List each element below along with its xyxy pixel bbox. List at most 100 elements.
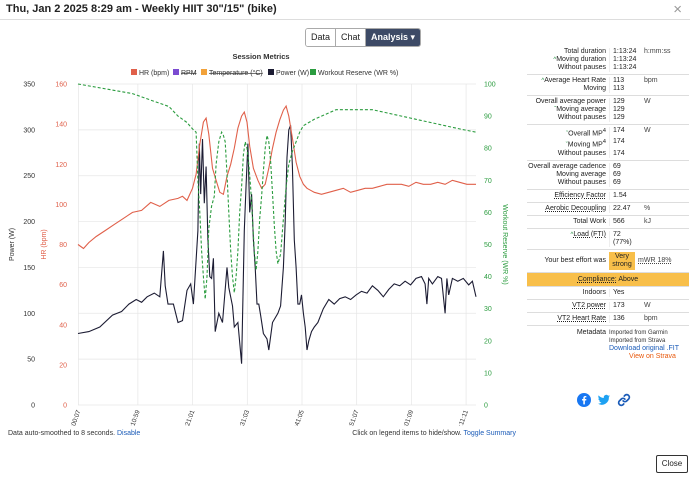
power-tick-label: 200 — [23, 219, 35, 226]
load-pct: (77%) — [609, 238, 641, 247]
wr-tick-label: 60 — [484, 210, 492, 217]
chevron-down-icon[interactable]: ˇ — [554, 107, 557, 113]
mwr-value[interactable]: mWR 18% — [638, 257, 672, 265]
chevron-down-icon[interactable]: ˇ — [566, 131, 569, 138]
moving-mp-label: Moving MP — [567, 141, 603, 149]
wr-tick-label: 50 — [484, 242, 492, 249]
wr-tick-label: 10 — [484, 370, 492, 377]
wr-tick-label: 30 — [484, 306, 492, 313]
hr-axis-title: HR (bpm) — [41, 229, 48, 259]
power-axis-title: Power (W) — [9, 228, 16, 261]
compliance-banner: Compliance: Above — [527, 272, 689, 287]
chevron-down-icon[interactable]: ˇ — [565, 142, 568, 149]
compliance-label[interactable]: Compliance: — [577, 275, 617, 283]
legend-item[interactable]: HR (bpm) — [131, 69, 169, 77]
compliance-value: Above — [618, 275, 639, 283]
tab-chat[interactable]: Chat — [336, 29, 367, 46]
effort-badge-line2: strong — [612, 260, 632, 268]
indoors-value: Yes — [609, 288, 641, 297]
hr-tick-label: 140 — [55, 122, 67, 129]
hr-group: ^Average Heart Rate 113 bpm Moving 113 — [527, 75, 689, 96]
legend-item[interactable]: Workout Reserve (WR %) — [310, 69, 398, 77]
best-effort-label: Your best effort was — [544, 257, 606, 265]
effort-badge: Very strong — [609, 251, 635, 270]
power-tick-label: 300 — [23, 127, 35, 134]
summary-panel: Total duration 1:13:24 h:mm:ss ^Moving dur… — [527, 46, 689, 364]
x-tick-label: 0:41:05 — [292, 409, 306, 426]
overall-power-label: Overall average power — [535, 98, 606, 105]
wr-tick-label: 20 — [484, 338, 492, 345]
link-icon[interactable] — [617, 393, 631, 407]
work-group: Total Work 566 kJ — [527, 216, 689, 229]
moving-mp-value: 174 — [609, 138, 641, 150]
wr-series-line — [77, 83, 477, 300]
mp-footnote: 4 — [602, 139, 606, 146]
legend-item[interactable]: Power (W) — [268, 69, 309, 77]
disable-smoothing-link[interactable]: Disable — [116, 430, 141, 437]
hr-tick-label: 60 — [59, 282, 67, 289]
effort-badge-line1: Very — [614, 252, 629, 260]
chart-title: Session Metrics — [232, 52, 289, 61]
hr-tick-label: 0 — [63, 403, 67, 410]
chevron-up-icon[interactable]: ^ — [541, 78, 545, 84]
efficiency-label[interactable]: Efficiency Factor — [554, 191, 606, 199]
vt2-power-label[interactable]: VT2 power — [572, 301, 606, 309]
legend-label: HR (bpm) — [139, 70, 169, 77]
without-pauses-power-label: Without pauses — [557, 114, 606, 121]
indoors-label: Indoors — [582, 288, 606, 296]
legend-item[interactable]: Temperature (°C) — [201, 69, 263, 77]
cadence-group: Overall average cadence 69 Moving average… — [527, 161, 689, 190]
without-pauses-duration-value: 1:13:24 — [609, 64, 641, 72]
facebook-icon[interactable] — [577, 393, 591, 407]
wr-tick-label: 40 — [484, 274, 492, 281]
chevron-up-icon[interactable]: ^ — [570, 231, 574, 238]
work-value: 566 — [609, 217, 641, 226]
wr-tick-label: 80 — [484, 146, 492, 153]
smoothing-note: Data auto-smoothed to 8 seconds. Disable — [8, 430, 140, 437]
moving-power-value: 129 — [609, 106, 641, 114]
twitter-icon[interactable] — [597, 393, 611, 407]
legend-hint: Click on legend items to hide/show. Togg… — [352, 430, 516, 437]
indoors-group: Indoors Yes — [527, 287, 689, 300]
legend-swatch — [131, 69, 137, 75]
without-pauses-cadence-label: Without pauses — [557, 178, 606, 186]
toggle-summary-link[interactable]: Toggle Summary — [463, 430, 516, 437]
tab-data[interactable]: Data — [306, 29, 337, 46]
title-bar: Thu, Jan 2 2025 8:29 am - Weekly HIIT 30… — [0, 0, 690, 20]
x-tick-label: 1:01:09 — [401, 409, 415, 426]
mp-unit: W — [644, 127, 651, 134]
vt2-power-unit: W — [644, 301, 651, 309]
x-tick-label: 0:00:07 — [69, 409, 83, 426]
wr-tick-label: 0 — [484, 403, 488, 410]
power-unit: W — [644, 98, 651, 105]
efficiency-group: Efficiency Factor 1.54 — [527, 190, 689, 203]
download-fit-link[interactable]: Download original .FIT — [609, 344, 680, 352]
moving-hr-value: 113 — [609, 85, 641, 93]
legend-item[interactable]: RPM — [173, 69, 197, 77]
vt2-power-value: 173 — [609, 301, 641, 310]
chevron-up-icon[interactable]: ^ — [553, 57, 557, 63]
hr-tick-label: 160 — [55, 82, 67, 89]
hr-tick-label: 100 — [55, 202, 67, 209]
decoupling-label[interactable]: Aerobic Decoupling — [545, 204, 606, 212]
decoupling-unit: % — [644, 204, 651, 212]
power-tick-label: 350 — [23, 82, 35, 89]
mp-group: ˇOverall MP4 174 W ˇMoving MP4 174 Without … — [527, 125, 689, 161]
vt2-hr-label[interactable]: VT2 Heart Rate — [557, 314, 606, 322]
x-tick-label: 0:51:07 — [347, 409, 361, 426]
close-icon[interactable]: × — [673, 1, 682, 18]
overall-cadence-value: 69 — [609, 162, 641, 171]
total-duration-label: Total duration — [563, 48, 606, 55]
metadata-label: Metadata — [576, 328, 606, 336]
view-on-strava-link[interactable]: View on Strava — [629, 352, 676, 360]
close-button[interactable]: Close — [656, 455, 688, 473]
moving-cadence-value: 69 — [609, 170, 641, 179]
view-tabs: Data Chat Analysis ▾ — [305, 28, 422, 47]
moving-power-label: Moving average — [556, 106, 606, 113]
legend-hint-text: Click on legend items to hide/show. — [352, 430, 462, 437]
tab-analysis[interactable]: Analysis ▾ — [366, 29, 421, 46]
legend-swatch — [268, 69, 274, 75]
load-label[interactable]: Load (FTI) — [573, 230, 606, 238]
decoupling-value: 22.47 — [609, 204, 641, 213]
metadata-strava: Imported from Strava — [609, 337, 666, 344]
